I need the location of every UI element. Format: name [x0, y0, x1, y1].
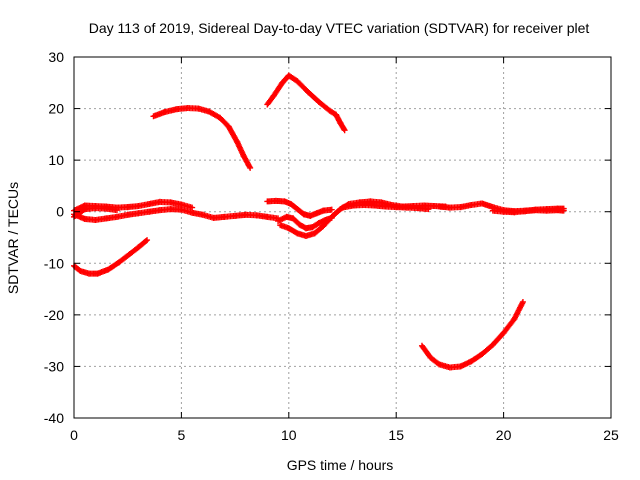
series-arc13	[489, 207, 567, 216]
data-point	[247, 164, 254, 171]
y-tick-label: 30	[48, 49, 64, 65]
x-axis-label: GPS time / hours	[287, 457, 394, 473]
y-tick-label: -10	[44, 255, 64, 271]
series-arc7	[71, 205, 120, 220]
data-point	[519, 298, 526, 305]
data-point	[144, 237, 151, 244]
series-arc1	[150, 105, 254, 171]
y-axis-label: SDTVAR / TECUs	[5, 182, 21, 294]
data-point	[142, 237, 149, 244]
x-tick-label: 5	[178, 427, 186, 443]
y-tick-label: -20	[44, 307, 64, 323]
series-arc11	[339, 202, 432, 213]
y-tick-label: -30	[44, 358, 64, 374]
series-arc9	[275, 213, 335, 232]
x-tick-label: 0	[70, 427, 78, 443]
y-tick-label: 10	[48, 152, 64, 168]
y-tick-label: 0	[56, 204, 64, 220]
x-tick-label: 20	[496, 427, 512, 443]
axis-layer: 0 5 10 15 20 25 -40 -30 -20 -10 0 10 20 30	[44, 49, 619, 443]
series-arc3	[71, 237, 151, 277]
data-point	[189, 204, 196, 211]
y-tick-label: 20	[48, 101, 64, 117]
data-point	[425, 206, 432, 213]
series-arc2	[264, 72, 348, 134]
y-tick-label: -40	[44, 410, 64, 426]
data-point	[560, 207, 567, 214]
data-point	[80, 206, 87, 213]
data-point	[328, 206, 335, 213]
data-point	[340, 126, 347, 133]
data-point	[113, 207, 120, 214]
data-point	[341, 127, 348, 134]
series-arc8	[264, 197, 335, 219]
plot-frame	[73, 56, 612, 419]
x-tick-label: 25	[603, 427, 619, 443]
grid-layer	[74, 57, 611, 418]
x-tick-label: 15	[388, 427, 404, 443]
series-arc6	[71, 206, 282, 223]
data-layer	[71, 72, 567, 371]
chart-title: Day 113 of 2019, Sidereal Day-to-day VTE…	[89, 20, 590, 36]
x-tick-label: 10	[281, 427, 297, 443]
series-arc4	[418, 298, 526, 371]
